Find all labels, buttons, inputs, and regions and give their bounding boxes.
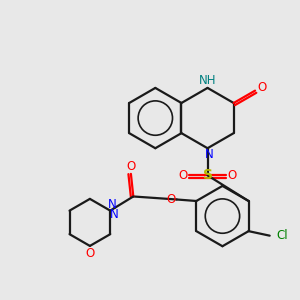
- Text: O: O: [85, 247, 94, 260]
- Text: NH: NH: [199, 74, 216, 87]
- Text: N: N: [110, 208, 119, 221]
- Text: O: O: [178, 169, 187, 182]
- Text: O: O: [257, 81, 267, 94]
- Text: Cl: Cl: [276, 229, 288, 242]
- Text: N: N: [205, 148, 214, 161]
- Text: O: O: [166, 193, 175, 206]
- Text: N: N: [108, 198, 116, 211]
- Text: O: O: [228, 169, 237, 182]
- Text: O: O: [126, 160, 136, 173]
- Text: S: S: [202, 168, 212, 182]
